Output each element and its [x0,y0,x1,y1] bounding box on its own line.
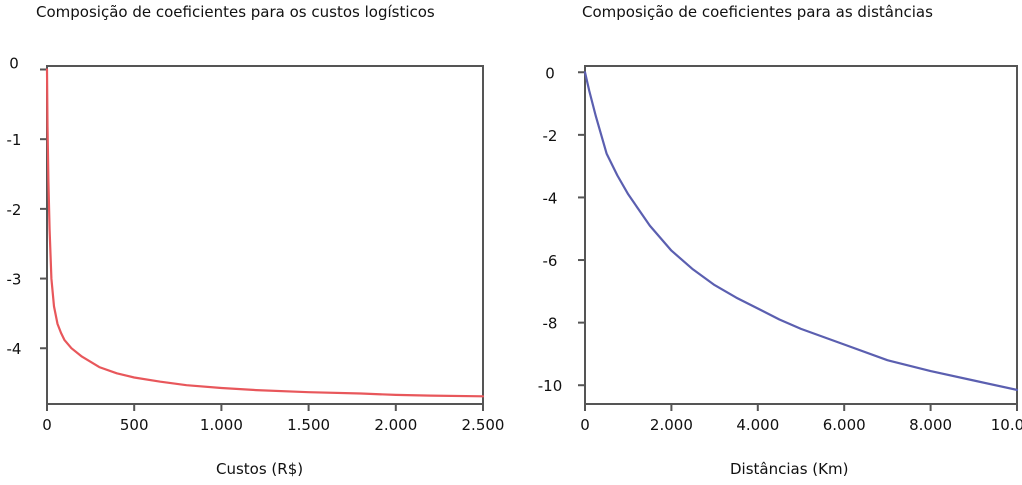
plot-frame [584,65,1018,405]
chart-title: Composição de coeficientes para as distâ… [582,3,933,21]
chart-custos: Composição de coeficientes para os custo… [0,0,510,485]
series-line [45,68,485,398]
x-tick-label: 2.000 [650,416,693,434]
y-tick-label: -10 [538,377,563,395]
y-tick-label: -3 [7,271,22,289]
x-axis-label: Distâncias (Km) [730,460,849,478]
y-tick-label: -4 [543,189,558,207]
plot-frame [46,65,484,405]
y-tick-label: -2 [543,127,558,145]
chart-distancias: Composição de coeficientes para as distâ… [512,0,1022,485]
x-tick-label: 10.000 [991,416,1022,434]
x-tick-label: 1.500 [287,416,330,434]
x-tick-label: 500 [120,416,149,434]
x-tick-label: 4.000 [736,416,779,434]
y-tick-label: -2 [7,201,22,219]
x-tick-label: 0 [580,416,590,434]
x-tick-label: 1.000 [200,416,243,434]
x-axis-label: Custos (R$) [216,460,304,478]
x-tick-label: 0 [42,416,52,434]
y-tick-label: 0 [545,64,555,82]
x-tick-label: 2.500 [462,416,505,434]
x-tick-label: 2.000 [374,416,417,434]
y-tick-label: -1 [7,131,22,149]
y-tick-label: -4 [7,340,22,358]
chart-plot: 0 500 1.000 1.500 2.000 2.500 0 -1 -2 -3 -4 [7,54,505,434]
y-tick-label: -8 [543,315,558,333]
chart-plot: 0 2.000 4.000 6.000 8.000 10.000 0 -2 -4 -6 -8 -10 [538,64,1022,434]
chart-title: Composição de coeficientes para os custo… [36,3,435,21]
x-tick-label: 6.000 [823,416,866,434]
series-line [583,71,1019,391]
x-tick-label: 8.000 [909,416,952,434]
y-tick-label: -6 [543,252,558,270]
y-tick-label: 0 [9,54,19,72]
